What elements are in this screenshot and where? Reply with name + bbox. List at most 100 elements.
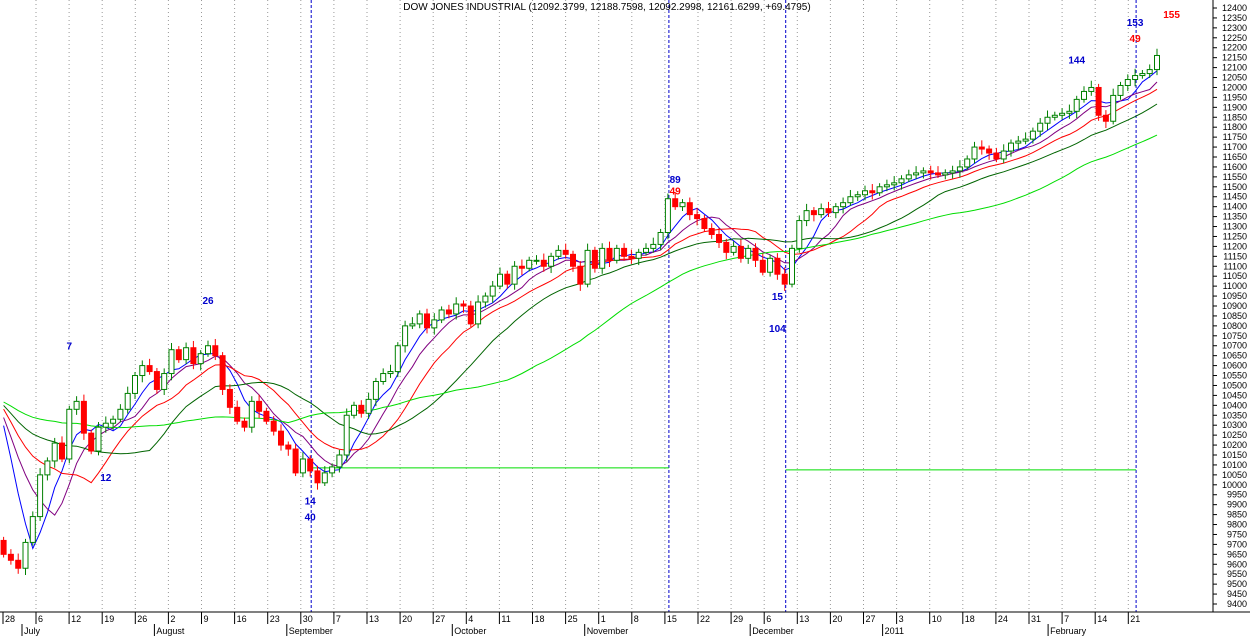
y-tick-label: 9850	[1227, 510, 1247, 520]
candle-body	[913, 172, 920, 176]
candle-body	[781, 273, 788, 285]
y-tick-label: 10200	[1222, 440, 1247, 450]
y-tick-label: 9400	[1227, 599, 1247, 609]
x-tick-label: 31	[1031, 614, 1041, 624]
cycle-count-label: 7	[67, 342, 73, 353]
month-label: August	[156, 626, 185, 636]
candle-body	[825, 208, 832, 214]
candle-body	[767, 257, 774, 273]
y-tick-label: 12250	[1222, 33, 1247, 43]
candle-body	[1029, 130, 1036, 140]
candle-body	[270, 420, 277, 432]
y-tick-label: 10050	[1222, 470, 1247, 480]
y-tick-label: 10250	[1222, 430, 1247, 440]
candle-body	[1095, 86, 1102, 116]
x-tick-label: 6	[766, 614, 771, 624]
x-tick-label: 18	[965, 614, 975, 624]
x-tick-label: 10	[932, 614, 942, 624]
candle-body	[1044, 116, 1051, 124]
candle-body	[445, 309, 452, 315]
candle-body	[453, 303, 460, 315]
month-label: November	[587, 626, 629, 636]
x-tick-label: 9	[204, 614, 209, 624]
candle-body	[1154, 54, 1160, 71]
y-tick-label: 10000	[1222, 480, 1247, 490]
y-tick-label: 10400	[1222, 400, 1247, 410]
cycle-count-label: 49	[670, 187, 682, 198]
x-tick-label: 16	[237, 614, 247, 624]
candle-body	[59, 442, 65, 460]
candle-body	[504, 273, 511, 285]
x-tick-label: 30	[303, 614, 313, 624]
candle-body	[1008, 142, 1014, 152]
candle-body	[1117, 84, 1124, 96]
candle-body	[1088, 86, 1095, 92]
y-tick-label: 12000	[1222, 82, 1247, 92]
candle-body	[29, 516, 36, 543]
cycle-count-label: 14	[305, 497, 317, 508]
x-tick-label: 12	[71, 614, 81, 624]
y-tick-label: 10350	[1222, 410, 1247, 420]
candle-body	[124, 392, 131, 410]
candle-body	[723, 241, 730, 253]
y-tick-label: 11750	[1223, 132, 1247, 142]
y-tick-label: 11700	[1223, 142, 1247, 152]
candle-body	[1022, 138, 1029, 142]
candle-body	[299, 458, 306, 474]
candle-body	[314, 470, 321, 484]
candle-body	[694, 214, 701, 220]
candle-body	[708, 228, 715, 235]
candle-body	[526, 259, 533, 269]
y-tick-label: 10700	[1222, 341, 1247, 351]
candle-body	[599, 247, 606, 269]
candle-body	[387, 371, 394, 375]
x-tick-label: 7	[336, 614, 341, 624]
candle-body	[467, 305, 474, 325]
month-label: September	[289, 626, 333, 636]
candle-body	[241, 420, 248, 428]
candle-body	[876, 186, 883, 194]
candle-body	[161, 373, 168, 390]
candle-body	[197, 353, 204, 365]
x-tick-label: 2	[170, 614, 175, 624]
y-tick-label: 10750	[1222, 331, 1247, 341]
x-tick-label: 20	[402, 614, 412, 624]
candle-body	[416, 313, 423, 325]
y-tick-label: 11650	[1223, 152, 1247, 162]
candles	[0, 48, 1160, 575]
candle-body	[555, 249, 562, 257]
candle-body	[1132, 75, 1139, 81]
candle-body	[219, 355, 226, 390]
candle-body	[905, 174, 912, 180]
candle-body	[380, 373, 387, 382]
candle-body	[832, 206, 839, 214]
cycle-count-label: 40	[305, 513, 317, 524]
candle-body	[22, 541, 29, 569]
x-tick-label: 11	[501, 614, 510, 624]
candle-body	[1015, 140, 1022, 144]
candle-body	[51, 442, 58, 462]
candle-body	[431, 319, 438, 329]
x-tick-label: 18	[535, 614, 545, 624]
candle-body	[1066, 110, 1073, 114]
candle-body	[95, 426, 102, 452]
y-tick-label: 9750	[1227, 529, 1247, 539]
y-tick-label: 10800	[1222, 321, 1247, 331]
y-tick-label: 11250	[1223, 231, 1247, 241]
y-tick-label: 11900	[1223, 102, 1247, 112]
cycle-count-label: 49	[1130, 34, 1142, 45]
candle-body	[80, 400, 87, 434]
candle-body	[132, 375, 138, 394]
candle-body	[949, 170, 956, 174]
candle-body	[745, 247, 752, 259]
candle-body	[956, 166, 963, 172]
candle-body	[737, 245, 744, 259]
candle-body	[796, 220, 803, 249]
y-tick-label: 10500	[1222, 380, 1247, 390]
candle-body	[226, 388, 233, 408]
candle-body	[993, 152, 1000, 160]
candle-body	[153, 371, 160, 390]
candle-body	[657, 231, 664, 245]
